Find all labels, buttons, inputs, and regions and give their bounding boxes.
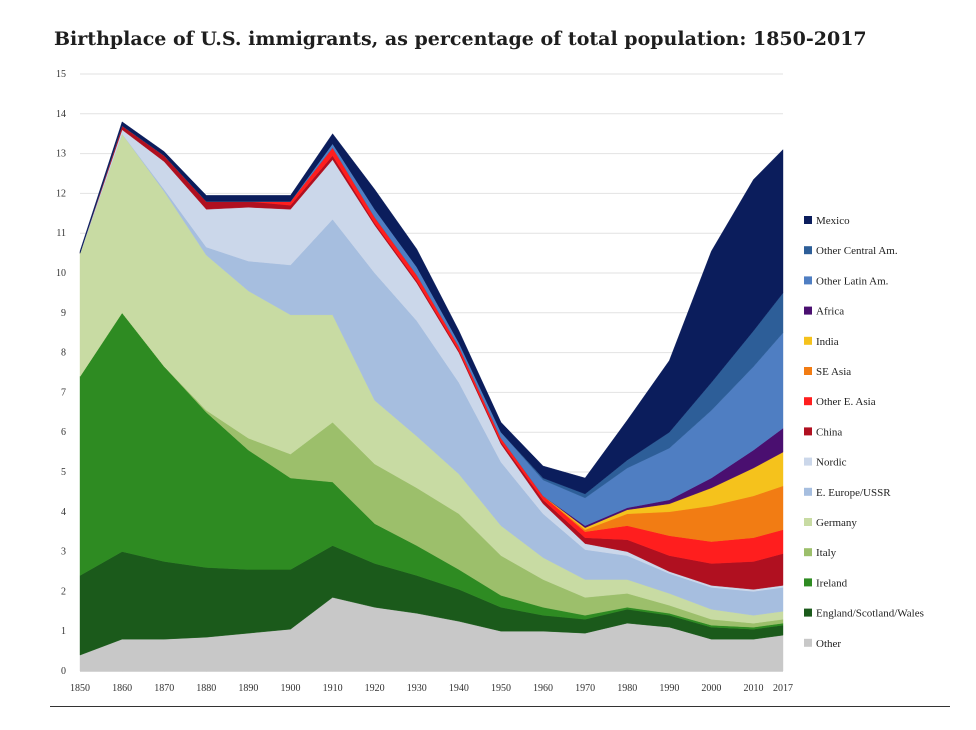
legend-swatch [804,216,812,224]
bottom-rule [50,706,950,707]
x-tick-label: 1970 [575,683,595,694]
legend-swatch [804,457,812,466]
y-tick-label: 1 [61,626,66,637]
x-tick-label: 1990 [659,683,679,694]
y-tick-label: 6 [61,427,66,438]
y-tick-label: 10 [56,268,66,279]
legend-swatch [804,336,812,345]
legend-swatch [804,578,812,587]
y-tick-label: 7 [61,387,66,398]
x-tick-label: 1920 [365,683,385,694]
area-mexico [79,121,784,495]
y-tick-label: 13 [56,149,66,160]
legend-label: SE Asia [816,366,851,378]
legend-swatch [804,246,812,255]
x-tick-label: 1860 [112,683,132,694]
x-tick-label: 1940 [449,683,469,694]
legend-label: Germany [816,517,857,529]
legend-label: China [816,426,842,438]
x-tick-label: 1960 [533,683,553,694]
y-tick-label: 14 [56,109,66,120]
legend-label: England/Scotland/Wales [816,608,924,620]
x-tick-label: 1870 [154,683,174,694]
legend-swatch [804,306,812,315]
legend-swatch [804,276,812,285]
y-tick-label: 15 [56,69,66,80]
stacked-areas [79,121,784,672]
x-tick-label: 1900 [280,683,300,694]
legend-label: Other Latin Am. [816,275,889,287]
y-tick-label: 11 [56,228,66,239]
x-tick-label: 1980 [617,683,637,694]
x-tick-label: 2017 [773,683,793,694]
legend-swatch [804,487,812,496]
legend-swatch [804,367,812,375]
legend-swatch [804,397,812,406]
x-tick-label: 1950 [491,683,511,694]
legend: Mexico Other Central Am. Other Latin Am. Af… [804,215,924,650]
legend-label: Italy [816,547,837,559]
legend-label: E. Europe/USSR [816,487,891,499]
legend-swatch [804,638,812,647]
x-tick-label: 1910 [323,683,343,694]
legend-swatch [804,427,812,436]
y-tick-label: 2 [61,586,66,597]
y-tick-label: 9 [61,308,66,319]
x-tick-label: 1880 [196,683,216,694]
x-tick-label: 2000 [701,683,721,694]
x-tick-label: 2010 [744,683,764,694]
legend-swatch [804,548,812,557]
y-tick-label: 3 [61,547,66,558]
legend-label: Ireland [816,577,848,589]
legend-label: Other E. Asia [816,396,876,408]
legend-swatch [804,608,812,617]
y-tick-label: 8 [61,348,66,359]
x-tick-label: 1850 [70,683,90,694]
legend-swatch [804,518,812,526]
legend-label: Other Central Am. [816,245,898,257]
legend-label: Africa [816,306,844,318]
x-axis-ticks: 1850 1860 1870 1880 1890 1900 1910 1920 1930 1940… [70,683,793,694]
y-tick-label: 5 [61,467,66,478]
y-tick-label: 12 [56,188,66,199]
y-tick-label: 0 [61,666,66,677]
y-tick-label: 4 [61,507,66,518]
chart-title: Birthplace of U.S. immigrants, as percen… [54,28,867,50]
legend-label: Other [816,638,841,650]
legend-label: Nordic [816,457,847,469]
legend-label: Mexico [816,215,850,227]
x-tick-label: 1930 [407,683,427,694]
legend-label: India [816,336,839,348]
x-tick-label: 1890 [238,683,258,694]
